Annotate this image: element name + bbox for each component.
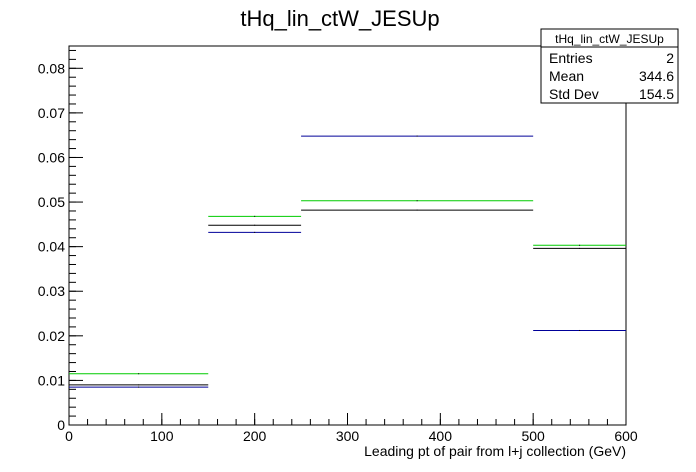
y-tick-label: 0.06 xyxy=(38,149,65,165)
stats-box-border xyxy=(540,28,679,104)
x-tick-label: 100 xyxy=(150,428,174,444)
y-tick-label: 0.04 xyxy=(38,239,65,255)
stats-value: 2 xyxy=(666,50,674,66)
stats-box: tHq_lin_ctW_JESUp Entries 2 Mean 344.6 Std De… xyxy=(540,28,679,104)
y-axis: 0 0.01 0.02 0.03 0.04 0.05 0.06 0.07 0.08 xyxy=(38,49,83,433)
y-tick-label: 0.03 xyxy=(38,283,65,299)
stats-box-title: tHq_lin_ctW_JESUp xyxy=(555,32,664,46)
stats-value: 344.6 xyxy=(639,68,674,84)
x-tick-label: 200 xyxy=(243,428,267,444)
y-tick-label: 0.07 xyxy=(38,105,65,121)
stats-label: Mean xyxy=(549,68,584,84)
histogram-series xyxy=(69,135,626,388)
x-axis-label: Leading pt of pair from l+j collection (… xyxy=(364,443,626,459)
stats-label: Std Dev xyxy=(549,86,599,102)
y-tick-label: 0.01 xyxy=(38,372,65,388)
chart-title: tHq_lin_ctW_JESUp xyxy=(240,6,439,31)
stats-label: Entries xyxy=(549,50,593,66)
y-tick-label: 0.05 xyxy=(38,194,65,210)
y-tick-label: 0 xyxy=(57,417,65,433)
x-tick-label: 0 xyxy=(65,428,73,444)
x-tick-label: 300 xyxy=(336,428,360,444)
y-tick-label: 0.08 xyxy=(38,60,65,76)
x-tick-label: 600 xyxy=(614,428,638,444)
x-tick-label: 400 xyxy=(429,428,453,444)
y-tick-label: 0.02 xyxy=(38,328,65,344)
x-axis: 0 100 200 300 400 500 600 xyxy=(65,413,638,444)
x-tick-label: 500 xyxy=(521,428,545,444)
stats-value: 154.5 xyxy=(639,86,674,102)
